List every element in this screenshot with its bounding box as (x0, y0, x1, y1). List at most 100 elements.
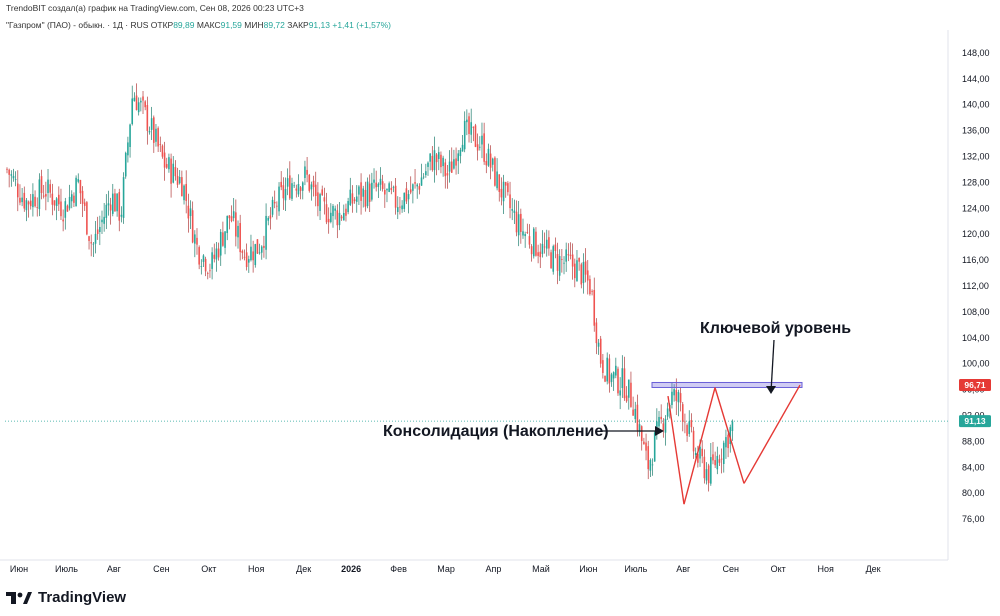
candle-body (23, 192, 26, 209)
candle-body (632, 409, 634, 416)
candle-body (99, 226, 101, 233)
candle-body (355, 196, 358, 202)
candle-body (73, 195, 75, 203)
candle-body (718, 459, 721, 463)
candle-body (710, 457, 712, 484)
candle-body (539, 251, 542, 258)
candle-body (105, 204, 108, 218)
candle-body (122, 177, 125, 218)
candle-body (343, 213, 345, 221)
candle-body (12, 175, 15, 179)
candle-body (692, 430, 695, 452)
candle-body (489, 153, 492, 168)
candle-body (222, 232, 224, 246)
candle-body (412, 184, 414, 191)
candle-body (131, 98, 134, 125)
candle-body (314, 184, 317, 197)
candle-body (712, 454, 714, 461)
time-tick-label: Июн (10, 564, 28, 574)
candle-body (36, 207, 39, 208)
candle-body (332, 205, 334, 217)
candle-body (66, 205, 69, 212)
candle-body (612, 372, 615, 379)
candle-body (86, 202, 88, 235)
candle-body (714, 460, 716, 466)
price-tick-label: 132,00 (962, 152, 990, 162)
candle-body (366, 181, 369, 207)
candle-body (94, 233, 97, 244)
candle-body (308, 174, 311, 191)
candle-body (75, 177, 77, 207)
candle-body (450, 161, 453, 173)
candle-body (103, 216, 105, 224)
candle-body (360, 182, 362, 201)
price-tag-label: 96,71 (964, 380, 986, 390)
candle-body (567, 254, 570, 256)
candle-body (593, 290, 596, 326)
candle-body (258, 252, 261, 254)
candle-body (550, 252, 552, 269)
time-tick-label: Апр (486, 564, 502, 574)
candle-body (228, 215, 231, 219)
candle-body (364, 189, 367, 207)
candle-body (265, 215, 267, 250)
candle-body (694, 452, 697, 455)
candle-body (466, 119, 468, 123)
candle-body (407, 194, 410, 200)
candle-body (649, 459, 652, 471)
candle-body (457, 153, 460, 162)
candle-body (530, 246, 533, 255)
time-tick-label: Сен (153, 564, 170, 574)
candle-body (409, 189, 412, 193)
candle-body (630, 382, 632, 407)
candle-body (399, 206, 401, 208)
candle-body (6, 168, 8, 170)
candle-body (196, 237, 198, 245)
tradingview-brand[interactable]: TradingView (6, 589, 126, 606)
candle-body (168, 157, 170, 170)
candle-body (446, 173, 449, 176)
candle-body (651, 464, 654, 466)
candle-body (34, 196, 36, 207)
symbol-name[interactable]: "Газпром" (ПАО) - обыкн. · 1Д · RUS (6, 20, 149, 30)
candle-body (237, 225, 239, 238)
candle-body (358, 186, 360, 195)
candle-body (390, 187, 393, 191)
candle-body (699, 446, 701, 459)
candle-body (330, 212, 332, 222)
candle-body (673, 389, 675, 396)
candle-body (38, 179, 41, 210)
candle-body (431, 155, 434, 171)
candle-body (224, 231, 226, 248)
candle-body (394, 185, 397, 208)
candle-body (442, 157, 444, 167)
candle-body (16, 183, 19, 198)
candle-body (444, 162, 447, 177)
candle-body (684, 421, 686, 423)
candle-body (27, 201, 30, 205)
candle-body (388, 183, 390, 192)
candle-body (239, 223, 241, 253)
candle-body (522, 231, 524, 236)
candle-body (297, 184, 300, 195)
candle-body (481, 135, 483, 145)
annotation-arrow-head (655, 426, 664, 436)
candle-body (582, 262, 585, 283)
candle-body (437, 152, 440, 159)
candle-body (595, 322, 598, 344)
candle-body (142, 96, 144, 101)
candle-body (690, 420, 693, 428)
chart-header: TrendoBIT создал(а) график на TradingVie… (6, 3, 304, 13)
candle-body (301, 182, 304, 191)
candle-body (51, 193, 54, 205)
candle-body (569, 254, 572, 256)
candle-body (379, 178, 382, 185)
candle-body (129, 124, 131, 148)
candle-body (496, 171, 498, 189)
candle-body (267, 217, 270, 221)
candle-body (25, 200, 28, 211)
candle-body (284, 189, 287, 201)
time-tick-label: 2026 (341, 564, 361, 574)
candle-body (165, 164, 168, 168)
